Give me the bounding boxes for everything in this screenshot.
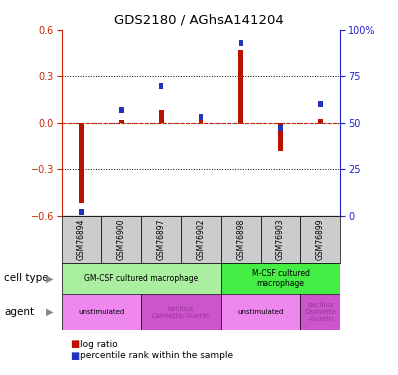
Bar	[181, 216, 221, 262]
Bar	[141, 216, 181, 262]
Bar	[141, 294, 221, 330]
Bar	[300, 294, 340, 330]
Text: GSM76903: GSM76903	[276, 218, 285, 260]
Bar	[221, 216, 261, 262]
Text: ▶: ▶	[46, 307, 53, 317]
Bar	[80, 209, 84, 215]
Bar	[199, 117, 203, 123]
Text: agent: agent	[4, 307, 34, 317]
Text: bacillus
Calmette-Guerin: bacillus Calmette-Guerin	[152, 306, 210, 319]
Bar	[261, 216, 300, 262]
Text: GSM76902: GSM76902	[197, 218, 205, 260]
Bar	[101, 216, 141, 262]
Text: ▶: ▶	[46, 273, 53, 284]
Text: cell type: cell type	[4, 273, 49, 284]
Bar	[318, 101, 322, 107]
Bar	[119, 120, 124, 123]
Bar	[119, 107, 123, 113]
Bar	[279, 125, 283, 132]
Text: GM-CSF cultured macrophage: GM-CSF cultured macrophage	[84, 274, 199, 283]
Bar	[300, 216, 340, 262]
Text: log ratio: log ratio	[80, 340, 117, 349]
Text: M-CSF cultured
macrophage: M-CSF cultured macrophage	[252, 269, 310, 288]
Bar	[239, 40, 243, 46]
Text: ■: ■	[70, 351, 79, 360]
Text: GSM76894: GSM76894	[77, 218, 86, 260]
Bar	[159, 110, 164, 123]
Text: unstimulated: unstimulated	[238, 309, 284, 315]
Text: GSM76899: GSM76899	[316, 218, 325, 260]
Text: GSM76898: GSM76898	[236, 218, 245, 260]
Text: GDS2180 / AGhsA141204: GDS2180 / AGhsA141204	[114, 13, 284, 26]
Bar	[221, 294, 300, 330]
Bar	[159, 82, 163, 89]
Text: unstimulated: unstimulated	[78, 309, 125, 315]
Bar	[221, 262, 340, 294]
Bar	[62, 294, 141, 330]
Bar	[62, 262, 221, 294]
Bar	[238, 50, 243, 123]
Text: bacillus
Calmette
-Guerin: bacillus Calmette -Guerin	[304, 302, 336, 322]
Bar	[199, 114, 203, 120]
Text: percentile rank within the sample: percentile rank within the sample	[80, 351, 233, 360]
Text: ■: ■	[70, 339, 79, 349]
Text: GSM76900: GSM76900	[117, 218, 126, 260]
Text: GSM76897: GSM76897	[157, 218, 166, 260]
Bar	[79, 123, 84, 203]
Bar	[278, 123, 283, 152]
Bar	[62, 216, 101, 262]
Bar	[318, 119, 323, 123]
